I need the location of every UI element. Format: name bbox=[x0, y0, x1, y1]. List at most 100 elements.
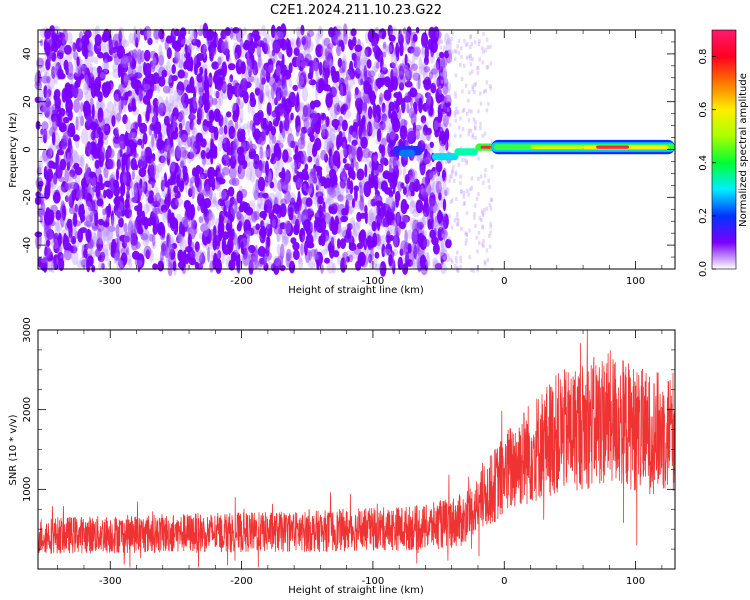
spectrogram-cell bbox=[68, 206, 75, 215]
spectrogram-cell bbox=[82, 100, 91, 116]
spectrogram-cell bbox=[343, 109, 352, 119]
spectrogram-cell bbox=[104, 248, 109, 262]
spectrogram-cell bbox=[478, 57, 481, 62]
spectrogram-cell bbox=[440, 252, 443, 257]
spectrogram-cell bbox=[487, 178, 490, 183]
spectrogram-cell bbox=[381, 63, 388, 72]
spectrogram-cell bbox=[45, 107, 53, 120]
spectrogram-cell bbox=[271, 153, 275, 162]
spectrogram-cell bbox=[144, 146, 153, 162]
spectrogram-cell bbox=[440, 240, 444, 256]
spectrogram-cell bbox=[118, 160, 122, 171]
spectrogram-cell bbox=[181, 92, 189, 109]
spectrogram-cell bbox=[73, 224, 78, 238]
spectrogram-cell bbox=[406, 102, 410, 114]
spectrogram-cell bbox=[459, 63, 462, 67]
spectrogram-cell bbox=[448, 122, 452, 127]
spectrogram-cell bbox=[479, 126, 482, 131]
spectrogram-cell bbox=[165, 232, 172, 248]
spectrogram-cell bbox=[308, 177, 313, 193]
spectrogram-cell bbox=[128, 32, 134, 44]
spectrogram-cell bbox=[459, 174, 462, 179]
spectrogram-cell bbox=[342, 176, 348, 184]
spectrogram-cell bbox=[336, 183, 340, 199]
spectrogram-cell bbox=[182, 171, 188, 182]
spectrogram-cell bbox=[152, 97, 159, 108]
spectrogram-cell bbox=[374, 263, 382, 272]
spectrogram-cell bbox=[360, 54, 368, 68]
spectrogram-cell bbox=[470, 267, 473, 272]
spectrogram-cell bbox=[145, 190, 151, 197]
spectrogram-cell bbox=[340, 166, 347, 180]
spectrogram-cell bbox=[439, 51, 445, 59]
spectrogram-cell bbox=[178, 237, 187, 251]
spectrogram-cell bbox=[123, 222, 128, 233]
spectrogram-cell bbox=[117, 64, 121, 78]
spectrogram-cell bbox=[151, 84, 157, 92]
spectrogram-cell bbox=[166, 47, 172, 60]
spectrogram-cell bbox=[80, 177, 89, 190]
spectrogram-cell bbox=[188, 257, 197, 266]
spectrogram-cell bbox=[87, 255, 94, 267]
spectrogram-cell bbox=[92, 176, 96, 190]
spectrogram-cell bbox=[364, 49, 368, 59]
spectrogram-cell bbox=[360, 78, 364, 86]
spectrogram-cell bbox=[329, 127, 336, 143]
spectrogram-plot-area bbox=[34, 22, 675, 277]
spectrogram-cell bbox=[94, 34, 102, 47]
spectrogram-cell bbox=[66, 173, 72, 182]
spectrogram-cell bbox=[484, 167, 487, 172]
spectrogram-cell bbox=[452, 165, 455, 170]
spectrogram-cell bbox=[219, 189, 228, 200]
spectrogram-cell bbox=[459, 255, 462, 260]
spectrogram-cell bbox=[167, 70, 174, 84]
spectrogram-cell bbox=[348, 205, 353, 216]
spectrogram-cell bbox=[385, 224, 390, 235]
spectrogram-cell bbox=[187, 233, 192, 248]
spectrogram-cell bbox=[80, 128, 89, 145]
spectrogram-cell bbox=[336, 238, 341, 249]
spectrogram-cell bbox=[293, 249, 300, 260]
spectrogram-cell bbox=[173, 185, 179, 194]
spectrogram-cell bbox=[387, 226, 392, 237]
spectrogram-cell bbox=[280, 198, 287, 206]
spectrogram-cell bbox=[300, 243, 304, 256]
spectrogram-cell bbox=[380, 216, 387, 228]
spectrogram-cell bbox=[201, 92, 207, 105]
spectrogram-cell bbox=[285, 114, 291, 124]
spectrogram-cell bbox=[133, 219, 138, 236]
spectrogram-cell bbox=[446, 99, 449, 104]
spectrogram-cell bbox=[356, 168, 365, 181]
spectrogram-cell bbox=[298, 257, 304, 270]
spectrogram-cell bbox=[320, 232, 326, 247]
spectrogram-cell bbox=[446, 150, 449, 155]
spectrogram-cell bbox=[224, 114, 228, 129]
spectrogram-cell bbox=[275, 65, 281, 77]
spectrogram-cell bbox=[265, 251, 272, 261]
spectrogram-cell bbox=[470, 109, 473, 114]
spectrogram-cell bbox=[443, 76, 447, 81]
spectrogram-cell bbox=[425, 260, 431, 267]
spectrogram-cell bbox=[135, 64, 143, 75]
spectrogram-cell bbox=[184, 52, 191, 59]
spectrogram-cell bbox=[78, 198, 82, 206]
spectrogram-cell bbox=[347, 87, 351, 98]
spectrogram-cell bbox=[227, 186, 235, 197]
spectrogram-cell bbox=[429, 52, 435, 64]
spectrogram-cell bbox=[315, 85, 319, 101]
spectrogram-cell bbox=[115, 209, 122, 221]
spectrogram-cell bbox=[141, 146, 146, 162]
spectrogram-cell bbox=[53, 93, 58, 102]
spectrogram-cell bbox=[304, 163, 309, 171]
spectrogram-cell bbox=[178, 110, 185, 121]
spectrogram-cell bbox=[342, 168, 346, 177]
spectrogram-cell bbox=[111, 48, 119, 59]
spectrogram-cell bbox=[228, 259, 236, 271]
spectrogram-cell bbox=[316, 259, 320, 271]
spectrogram-cell bbox=[339, 82, 347, 95]
spectrogram-cell bbox=[72, 42, 76, 52]
spectrogram-cell bbox=[337, 255, 342, 265]
spectrogram-cell bbox=[353, 185, 359, 192]
spectrogram-cell bbox=[481, 209, 484, 214]
spectrogram-cell bbox=[158, 76, 166, 87]
